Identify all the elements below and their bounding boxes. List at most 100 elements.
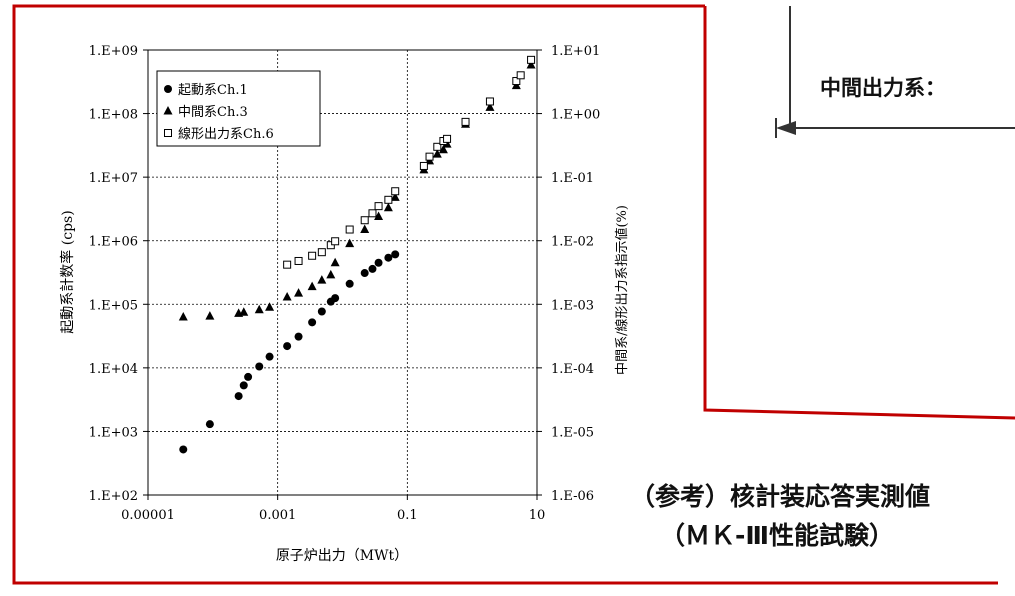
startup-point <box>317 307 326 316</box>
y-tick-label: 1.E+08 <box>89 108 138 123</box>
y-axis-label: 起動系計数率 (cps) <box>59 210 76 333</box>
linear-point <box>308 251 317 260</box>
x-tick-label: 0.001 <box>259 508 296 523</box>
startup-point <box>179 445 188 454</box>
legend-marker-startup <box>164 85 172 93</box>
linear-point <box>345 225 354 234</box>
y2-tick-label: 1.E+00 <box>551 108 600 123</box>
intermediate-point <box>178 312 188 321</box>
linear-point <box>516 71 525 80</box>
intermediate-output-label: 中間出力系： <box>820 76 946 100</box>
x-tick-label: 0.1 <box>397 508 418 523</box>
linear-point <box>391 187 400 196</box>
linear-point <box>485 97 494 106</box>
y-tick-label: 1.E+06 <box>89 235 138 250</box>
y2-tick-label: 1.E-06 <box>551 489 594 504</box>
intermediate-point <box>383 202 393 212</box>
y-tick-label: 1.E+03 <box>89 425 138 440</box>
callout-frame <box>703 6 1015 420</box>
y-tick-label: 1.E+02 <box>89 489 138 504</box>
intermediate-point <box>374 211 384 221</box>
legend-marker-linear <box>164 129 172 137</box>
y-tick-label: 1.E+04 <box>89 362 138 377</box>
intermediate-point <box>205 311 215 320</box>
legend-label-intermediate: 中間系Ch.3 <box>178 105 248 120</box>
y-tick-label: 1.E+05 <box>89 298 138 313</box>
intermediate-point <box>282 292 292 301</box>
x-axis-label: 原子炉出力（MWt） <box>276 548 408 564</box>
linear-point <box>384 195 393 204</box>
reference-title-line2: （ＭＫ-Ⅲ性能試験） <box>660 521 895 550</box>
chart-frame <box>12 4 998 585</box>
y2-tick-label: 1.E-02 <box>551 235 594 250</box>
y2-tick-label: 1.E-04 <box>551 362 594 377</box>
intermediate-point <box>485 102 495 111</box>
marks <box>178 55 536 454</box>
startup-point <box>391 250 400 259</box>
y-tick-label: 1.E+07 <box>89 171 138 186</box>
callout-box-line <box>789 6 1015 129</box>
legend: 起動系Ch.1 中間系Ch.3 線形出力系Ch.6 <box>156 70 321 147</box>
startup-point <box>234 392 243 401</box>
startup-point <box>283 342 292 351</box>
legend-marker-intermediate <box>163 106 173 115</box>
startup-point <box>308 318 317 327</box>
callout-arrow-head <box>776 121 796 135</box>
y2-axis-label: 中間系/線形出力系指示値(%) <box>614 205 630 375</box>
ticks: 1.E+02 1.E+03 1.E+04 1.E+05 1.E+06 1.E+07 1.E+… <box>89 44 601 523</box>
startup-point <box>360 269 369 278</box>
linear-point <box>360 216 369 225</box>
intermediate-point <box>254 304 264 314</box>
startup-point <box>205 420 214 429</box>
linear-point <box>419 161 428 170</box>
legend-label-linear: 線形出力系Ch.6 <box>178 126 274 142</box>
startup-point <box>239 381 248 390</box>
x-tick-label: 0.00001 <box>121 508 175 523</box>
linear-point <box>331 237 340 246</box>
intermediate-point <box>390 192 400 201</box>
linear-point <box>461 117 470 126</box>
startup-point <box>265 352 274 361</box>
startup-point <box>374 258 383 267</box>
y2-tick-label: 1.E+01 <box>551 44 600 59</box>
intermediate-point <box>239 307 249 316</box>
linear-point <box>374 202 383 211</box>
intermediate-point <box>526 60 536 69</box>
frame-decorations <box>12 4 1015 585</box>
legend-box <box>156 70 321 147</box>
y2-tick-label: 1.E-03 <box>551 298 594 313</box>
linear-point <box>443 134 452 143</box>
intermediate-point <box>317 275 327 284</box>
intermediate-point <box>307 281 317 291</box>
startup-point <box>384 253 393 262</box>
intermediate-point <box>265 302 275 311</box>
linear-point <box>317 248 326 257</box>
reference-title-line1: （参考）核計装応答実測値 <box>630 482 931 511</box>
x-tick-label: 10 <box>529 508 546 523</box>
linear-point <box>433 142 442 151</box>
intermediate-point <box>438 144 448 154</box>
y2-tick-label: 1.E-05 <box>551 425 594 440</box>
startup-point <box>331 294 340 303</box>
linear-point <box>425 152 434 161</box>
intermediate-point <box>360 224 370 234</box>
linear-point <box>294 256 303 265</box>
intermediate-point <box>345 238 355 248</box>
y-tick-label: 1.E+09 <box>89 44 138 59</box>
intermediate-point <box>432 149 442 158</box>
intermediate-point <box>326 269 336 279</box>
intermediate-point <box>330 257 340 267</box>
startup-point <box>294 332 303 341</box>
linear-point <box>527 55 536 64</box>
intermediate-point <box>294 288 304 297</box>
y2-tick-label: 1.E-01 <box>551 171 594 186</box>
linear-point <box>512 77 521 86</box>
startup-point <box>368 264 377 273</box>
startup-point <box>244 372 253 381</box>
legend-label-startup: 起動系Ch.1 <box>178 83 248 98</box>
linear-point <box>368 209 377 218</box>
startup-point <box>255 362 264 371</box>
startup-point <box>345 279 354 288</box>
